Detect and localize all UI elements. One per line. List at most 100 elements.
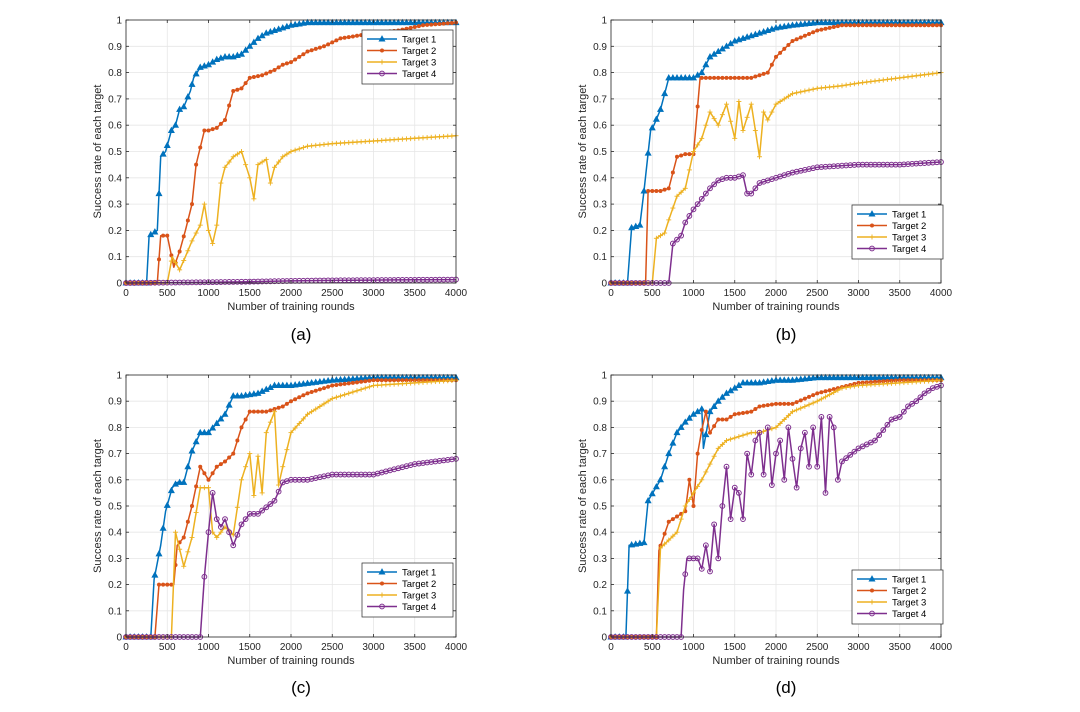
data-point: [827, 388, 832, 393]
data-point: [204, 428, 213, 436]
data-point: [761, 109, 767, 115]
data-point: [188, 447, 196, 454]
data-point: [163, 501, 171, 508]
legend-label: Target 3: [892, 597, 926, 608]
data-point: [193, 279, 200, 286]
data-point: [218, 180, 224, 186]
data-point: [640, 538, 648, 546]
data-point: [644, 149, 652, 156]
data-point: [863, 373, 871, 381]
data-point: [223, 459, 227, 464]
data-point: [682, 219, 689, 226]
data-point: [686, 555, 693, 562]
data-point: [251, 493, 257, 499]
data-point: [243, 464, 249, 470]
data-point: [300, 476, 307, 483]
data-point: [694, 201, 701, 208]
data-point: [669, 240, 676, 247]
data-point: [420, 276, 426, 283]
data-point: [210, 127, 215, 132]
legend-label: Target 2: [892, 586, 926, 597]
data-point: [867, 161, 874, 168]
data-point: [206, 485, 211, 491]
data-point: [396, 378, 401, 383]
data-point: [851, 448, 858, 455]
data-point: [662, 541, 668, 547]
data-point: [444, 276, 451, 283]
data-point: [206, 128, 211, 133]
data-point: [856, 23, 861, 28]
legend-label: Target 4: [402, 69, 436, 80]
data-point: [685, 414, 693, 421]
data-point: [234, 504, 240, 510]
data-point: [724, 417, 729, 422]
y-tick-label: 0.4: [108, 173, 122, 184]
data-point: [699, 135, 705, 141]
data-point: [741, 75, 745, 80]
data-point: [698, 195, 705, 202]
data-point: [239, 425, 244, 430]
data-point: [260, 409, 265, 414]
data-point: [247, 451, 253, 457]
data-point: [342, 392, 348, 398]
series-line: [611, 384, 942, 638]
x-tick-label: 1000: [197, 288, 220, 299]
data-point: [297, 395, 302, 400]
data-point: [707, 568, 713, 575]
data-point: [221, 410, 229, 417]
data-point: [821, 373, 830, 381]
data-point: [176, 478, 184, 485]
data-point: [267, 501, 274, 507]
data-point: [846, 373, 854, 381]
legend-label: Target 4: [892, 609, 926, 620]
data-point: [694, 555, 701, 562]
data-point: [213, 516, 220, 522]
data-point: [905, 161, 911, 168]
data-point: [682, 571, 689, 578]
data-point: [814, 398, 820, 404]
chart-panel-c: 0 500 1000 1500 2000 2500 3000 3500 4000 0 0.1 0.2 0…: [92, 371, 468, 698]
x-tick-label: 3500: [404, 288, 427, 299]
x-tick-label: 3000: [362, 288, 385, 299]
y-tick-label: 0.1: [108, 606, 122, 617]
data-point: [872, 78, 878, 84]
data-point: [703, 75, 708, 80]
y-tick-label: 0.7: [108, 449, 122, 460]
data-point: [843, 384, 849, 390]
data-point: [214, 222, 220, 228]
data-point: [826, 18, 834, 26]
data-point: [235, 438, 240, 443]
x-tick-label: 3000: [847, 288, 870, 299]
data-point: [325, 472, 332, 479]
data-point: [264, 409, 269, 414]
data-point: [217, 415, 225, 422]
data-point: [748, 101, 754, 107]
x-tick-label: 4000: [930, 642, 953, 653]
data-point: [322, 44, 326, 49]
data-point: [860, 23, 865, 28]
series-target-1: [607, 18, 945, 286]
data-point: [263, 156, 269, 162]
data-point: [687, 477, 692, 482]
data-point: [445, 21, 450, 26]
data-point: [317, 387, 322, 392]
data-point: [830, 424, 837, 431]
x-tick-label: 3000: [847, 642, 870, 653]
data-point: [237, 50, 246, 57]
data-point: [210, 471, 215, 476]
data-point: [801, 167, 808, 173]
data-point: [428, 276, 435, 283]
data-point: [288, 149, 294, 154]
data-point: [168, 258, 174, 264]
data-point: [670, 533, 676, 539]
data-point: [897, 378, 902, 383]
data-point: [744, 450, 751, 457]
x-tick-label: 1000: [197, 642, 220, 653]
data-point: [313, 46, 318, 51]
data-point: [189, 534, 195, 540]
data-point: [777, 420, 783, 426]
data-point: [415, 276, 422, 283]
data-point: [198, 145, 203, 150]
data-point: [652, 482, 660, 490]
data-point: [843, 82, 849, 88]
